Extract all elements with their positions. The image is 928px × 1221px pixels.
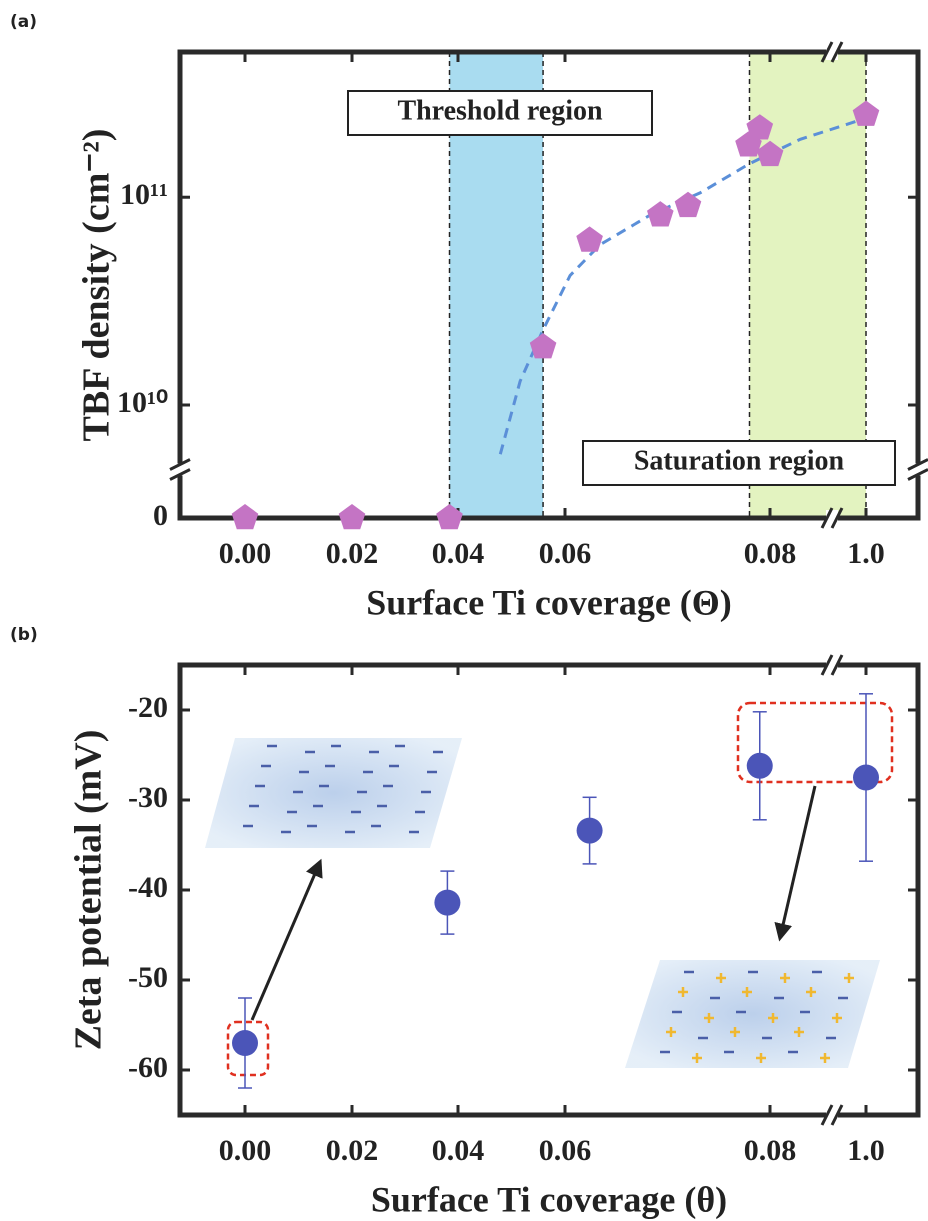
y-tick-label: 0 [153,499,168,532]
plot-frame [177,49,921,521]
data-point [756,140,784,167]
annotation: Threshold region [397,95,603,126]
y-tick-label: 10¹¹ [120,178,168,211]
x-tick-label: 0.02 [326,537,379,570]
panel-label: (a) [10,12,37,32]
y-axis-label: Zeta potential (mV) [68,730,110,1051]
data-point [232,1030,258,1056]
arrow [774,785,817,942]
data-point [436,504,463,530]
y-axis-label: TBF density (cm⁻²) [76,129,118,442]
axis-break [830,654,844,676]
y-tick-label: -60 [128,1051,168,1084]
axis-break [830,41,844,63]
data-point [576,226,603,252]
y-tick-label: -40 [128,871,168,904]
axis-break [820,41,834,63]
data-point [231,504,259,530]
y-tick-label: 10¹⁰ [117,386,168,419]
axis-break [820,1104,834,1126]
panel-label: (b) [10,625,38,645]
x-tick-label: 0.04 [432,537,485,570]
inset-surface [625,960,880,1068]
axis-break [820,654,834,676]
x-tick-label: 1.0 [847,537,885,570]
highlight-box [226,1020,270,1077]
data-point [434,889,461,916]
annotation: Saturation region [634,445,845,476]
x-axis-label: Surface Ti coverage (Θ) [366,582,732,622]
x-tick-label: 0.02 [326,1134,379,1167]
x-axis-label: Surface Ti coverage (θ) [371,1179,727,1219]
arrow [250,858,323,1021]
y-tick-label: -30 [128,781,168,814]
axis-break [169,468,191,481]
axis-break [830,1104,844,1126]
data-point [746,752,773,779]
x-tick-label: 0.00 [219,1134,272,1167]
x-tick-label: 1.0 [847,1134,885,1167]
y-tick-label: -20 [128,691,168,724]
x-tick-label: 0.00 [219,537,272,570]
x-tick-label: 0.04 [432,1134,485,1167]
data-point [852,100,880,126]
data-point [647,201,674,227]
y-tick-label: -50 [128,961,168,994]
axis-break [907,468,928,481]
annotation-box [582,440,896,486]
data-point [853,764,879,791]
axis-break [907,458,928,471]
data-point [529,333,557,359]
highlight-box [736,701,894,784]
x-tick-label: 0.08 [744,1134,797,1167]
axis-break [830,507,844,529]
axis-break [820,507,834,529]
annotation-box [347,90,653,136]
data-point [576,817,603,844]
x-tick-label: 0.06 [539,537,592,570]
data-point [674,191,702,218]
data-point [746,114,774,140]
x-tick-label: 0.06 [539,1134,592,1167]
x-tick-label: 0.08 [744,537,797,570]
data-point [338,504,366,530]
axis-break [169,458,191,471]
